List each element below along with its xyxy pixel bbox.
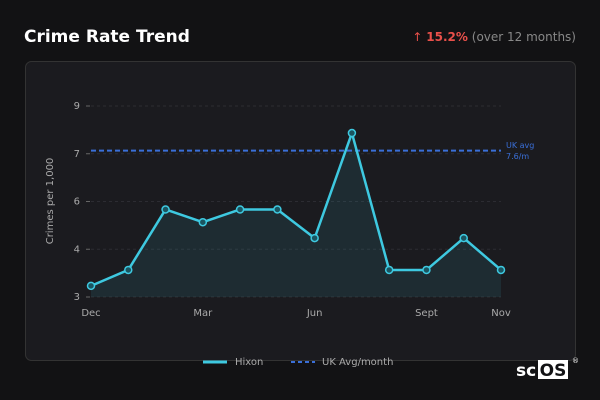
y-tick-label: 4 [74,244,80,255]
x-tick-label: Jun [306,308,323,319]
point [273,205,282,214]
change: ↑ 15.2% (over 12 months) [412,30,576,44]
y-tick-label: 6 [74,197,80,208]
point [86,281,96,291]
point [347,128,357,138]
point [235,205,245,214]
logo-prefix: sc [516,361,536,381]
point [422,265,431,275]
y-tick-label: 9 [74,101,80,112]
x-tick-label: Dec [81,308,100,319]
logo-boxed: OS [540,361,567,381]
panel [25,61,576,361]
x-tick-label: Sept [415,308,438,319]
logo-box [538,360,568,379]
reference-label: UK avg [506,141,534,150]
y-tick-label: 3 [74,292,80,303]
legend-label: Hixon [235,357,263,368]
legend: Hixon UK Avg/month [203,357,393,368]
point [384,265,394,275]
point [496,265,506,275]
arrow: ↑ [412,30,422,44]
reference-label: 7.6/m [506,152,529,161]
logo: sc OS ® [516,357,579,381]
line [90,131,502,288]
point [459,233,468,243]
change-value: 15.2% [426,30,468,44]
y-tick-label: 7 [74,149,80,160]
period: (over 12 months) [472,30,576,44]
y-axis-label: Crimes per 1,000 [45,158,56,245]
point [161,205,170,214]
title: Crime Rate Trend [24,27,190,47]
legend-label: UK Avg/month [322,357,393,368]
point [124,265,133,275]
area [91,133,501,297]
point [198,217,208,227]
point [310,233,319,243]
x-tick-label: Nov [491,308,511,319]
x-tick-label: Mar [193,308,213,319]
logo-mark: ® [572,357,579,365]
